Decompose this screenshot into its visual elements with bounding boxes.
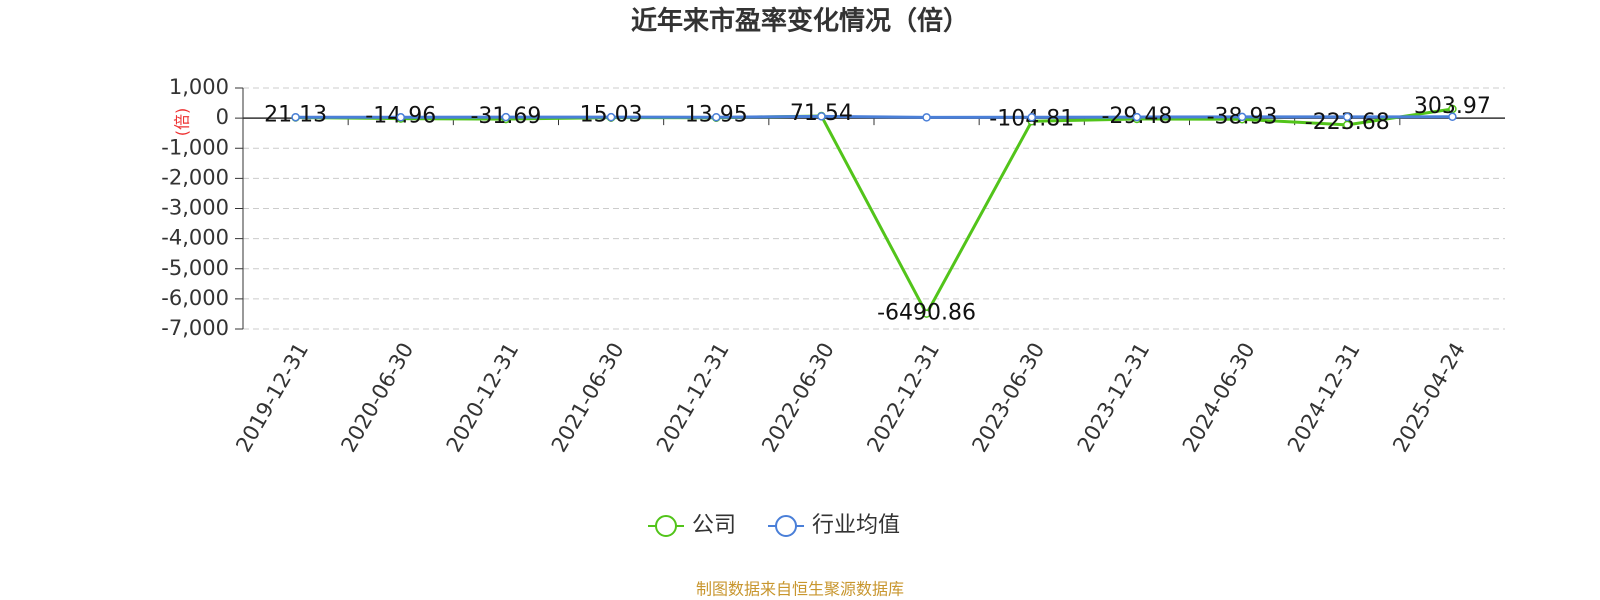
data-point [396,113,405,122]
x-tick-label: 2022-06-30 [757,339,839,457]
data-point [291,112,300,122]
y-tick-label: 0 [216,105,229,129]
data-point [817,112,826,121]
y-tick-label: -2,000 [161,165,229,189]
data-point [922,113,931,122]
y-tick-label: -4,000 [161,226,229,250]
data-point [1132,112,1142,122]
y-tick-label: -6,000 [161,286,229,310]
data-point [1027,113,1036,122]
data-point [1448,112,1457,122]
y-tick-label: -1,000 [161,135,229,159]
legend-marker [655,515,677,537]
data-point [1237,112,1247,122]
x-tick-label: 2019-12-31 [231,339,313,457]
x-tick-label: 2020-12-31 [442,339,524,457]
y-tick-label: -5,000 [161,256,229,280]
x-tick-label: 2023-06-30 [967,339,1049,457]
legend-label: 行业均值 [812,513,900,538]
x-tick-label: 2025-04-24 [1388,339,1470,457]
chart-title: 近年来市盈率变化情况（倍） [631,6,969,37]
data-label: -6490.86 [877,301,976,326]
y-tick-label: -7,000 [161,316,229,340]
x-tick-label: 2024-06-30 [1178,339,1260,457]
source-note: 制图数据来自恒生聚源数据库 [696,580,904,599]
data-point [1343,120,1352,130]
data-point [606,112,616,122]
y-tick-label: 1,000 [169,75,229,99]
x-tick-label: 2021-12-31 [652,339,734,457]
x-tick-label: 2021-06-30 [547,339,629,457]
data-point [922,309,931,318]
data-point [501,112,511,122]
x-tick-label: 2020-06-30 [336,339,418,457]
y-tick-label: -3,000 [161,196,229,220]
x-tick-label: 2024-12-31 [1283,339,1365,457]
data-point [1343,112,1352,122]
x-tick-label: 2023-12-31 [1073,339,1155,457]
data-point [1448,104,1457,114]
series-line [295,114,1453,119]
data-point [712,112,721,122]
x-tick-label: 2022-12-31 [862,339,944,457]
series-line [295,107,1453,317]
y-axis-label: (倍) [173,108,192,137]
legend-marker [775,515,798,537]
legend-label: 公司 [692,513,736,538]
